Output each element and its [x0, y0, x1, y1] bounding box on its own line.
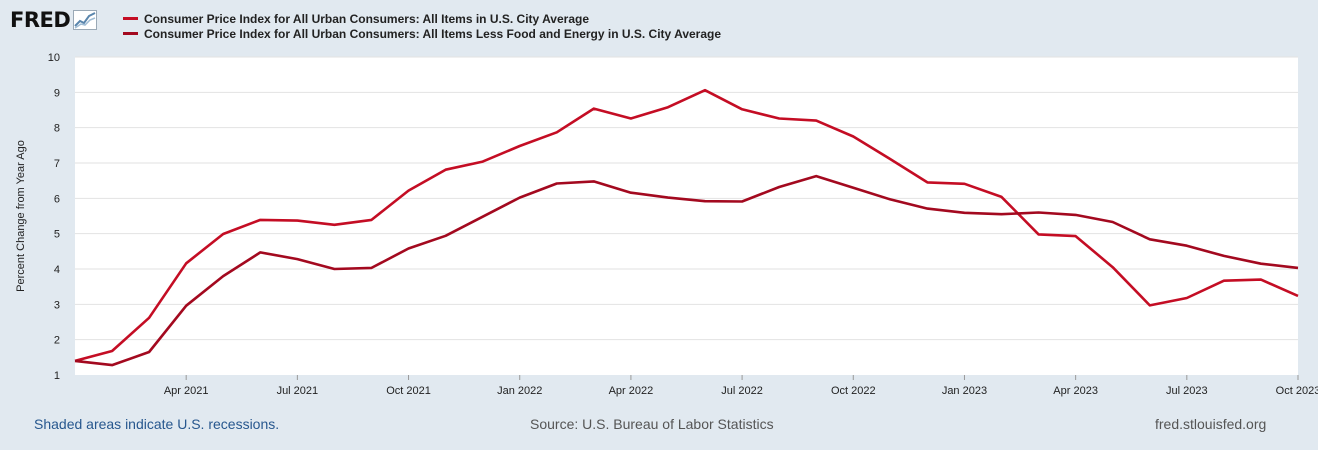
y-tick-label: 5 [54, 229, 60, 241]
x-tick-label: Apr 2023 [1053, 385, 1098, 397]
x-tick-label: Jul 2021 [277, 385, 319, 397]
y-tick-label: 2 [54, 335, 60, 347]
legend-label-cpi-core: Consumer Price Index for All Urban Consu… [144, 26, 722, 41]
legend-label-cpi-all: Consumer Price Index for All Urban Consu… [144, 11, 589, 26]
y-tick-label: 3 [54, 299, 60, 311]
x-tick-label: Oct 2022 [831, 385, 876, 397]
y-axis-label: Percent Change from Year Ago [15, 140, 27, 292]
fred-logo[interactable]: FRED [10, 8, 98, 32]
chart-legend: Consumer Price Index for All Urban Consu… [123, 11, 721, 41]
chart-trend-icon [73, 10, 98, 30]
source-note: Source: U.S. Bureau of Labor Statistics [530, 416, 774, 432]
x-tick-label: Jan 2022 [497, 385, 542, 397]
recessions-note[interactable]: Shaded areas indicate U.S. recessions. [34, 416, 280, 432]
x-tick-label: Jul 2022 [721, 385, 763, 397]
legend-item-cpi-core[interactable]: Consumer Price Index for All Urban Consu… [123, 26, 721, 41]
y-tick-label: 7 [54, 158, 60, 170]
x-tick-label: Apr 2021 [164, 385, 209, 397]
plot-area [75, 57, 1298, 375]
legend-swatch-cpi-all [123, 17, 138, 20]
logo-text: FRED [10, 8, 71, 32]
site-link[interactable]: fred.stlouisfed.org [1155, 416, 1267, 432]
y-tick-label: 1 [54, 370, 60, 382]
x-tick-label: Oct 2021 [386, 385, 431, 397]
x-tick-label: Jul 2023 [1166, 385, 1208, 397]
y-tick-label: 10 [48, 52, 60, 64]
legend-item-cpi-all[interactable]: Consumer Price Index for All Urban Consu… [123, 11, 721, 26]
y-tick-label: 4 [54, 264, 60, 276]
y-tick-label: 6 [54, 193, 60, 205]
x-tick-label: Apr 2022 [609, 385, 654, 397]
legend-swatch-cpi-core [123, 32, 138, 35]
series-line-cpi-all[interactable] [74, 88, 1299, 363]
series-line-cpi-core[interactable] [74, 174, 1299, 367]
y-tick-label: 8 [54, 123, 60, 135]
x-tick-label: Jan 2023 [942, 385, 987, 397]
y-tick-label: 9 [54, 87, 60, 99]
x-tick-label: Oct 2023 [1276, 385, 1318, 397]
